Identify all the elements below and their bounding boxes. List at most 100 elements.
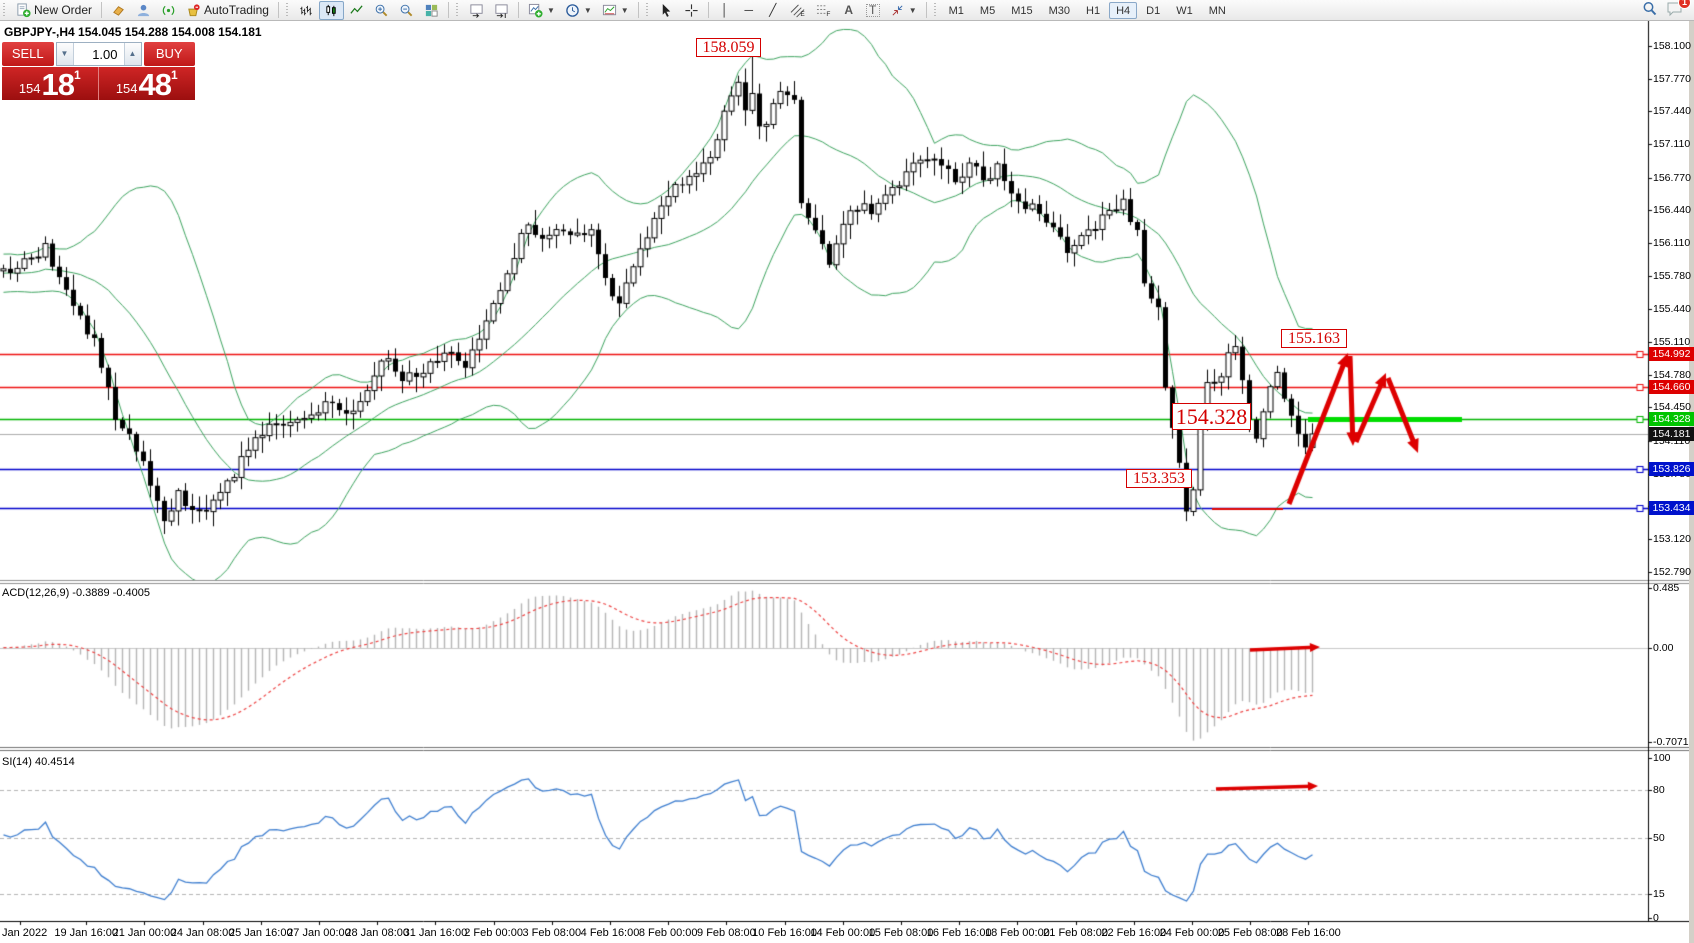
price-tag: 154.660 [1649, 379, 1694, 394]
volume-input[interactable] [73, 43, 124, 65]
timeframe-m5[interactable]: M5 [979, 4, 996, 17]
timeframe-m30[interactable]: M30 [1048, 4, 1071, 17]
templates-button[interactable]: ▼ [597, 1, 634, 20]
price-tag: 153.826 [1649, 462, 1694, 477]
sell-price[interactable]: 154 18 1 [2, 67, 99, 100]
horizontal-line-icon: ─ [744, 3, 753, 17]
price-callout-label[interactable]: 155.163 [1281, 329, 1347, 348]
buy-price[interactable]: 154 48 1 [99, 67, 196, 100]
crosshair-icon [684, 3, 699, 18]
text-tool[interactable]: A [837, 1, 861, 20]
toolbar-grip[interactable] [455, 2, 461, 18]
buy-button[interactable]: BUY [143, 42, 195, 66]
time-axis-label: 31 Jan 16:00 [403, 927, 468, 939]
equidistant-channel-tool[interactable]: E [785, 1, 811, 20]
time-axis-label: 28 Feb 16:00 [1275, 927, 1341, 939]
price-callout-label[interactable]: 158.059 [696, 38, 761, 57]
profile-button[interactable] [131, 1, 156, 20]
styler-button[interactable] [106, 1, 131, 20]
new-order-button[interactable]: New Order [11, 1, 97, 20]
time-axis-label: 24 Feb 00:00 [1159, 927, 1225, 939]
bar-chart-button[interactable] [294, 1, 319, 20]
macd-axis-tick: -0.7071 [1653, 735, 1689, 748]
rsi-axis-tick: 80 [1653, 784, 1665, 796]
time-axis-label: 24 Jan 08:00 [170, 927, 235, 939]
chevron-down-icon: ▼ [908, 5, 917, 15]
time-axis-label: 19 Jan 16:00 [54, 927, 118, 939]
toolbar-grip[interactable] [933, 2, 939, 18]
time-axis-label: 22 Feb 16:00 [1101, 927, 1167, 939]
y-axis-tick: 155.440 [1653, 303, 1691, 316]
volume-decrease-button[interactable]: ▼ [56, 43, 74, 65]
timeframe-w1[interactable]: W1 [1176, 4, 1193, 17]
chevron-down-icon: ▼ [546, 5, 555, 15]
fibonacci-icon: F [816, 3, 832, 18]
periods-button[interactable]: ▼ [560, 1, 597, 20]
price-callout-label[interactable]: 153.353 [1126, 469, 1192, 488]
price-tag: 154.328 [1649, 412, 1694, 427]
timeframe-mn[interactable]: MN [1208, 4, 1226, 17]
y-axis-tick: 152.790 [1653, 565, 1691, 578]
y-axis-tick: 157.440 [1653, 105, 1691, 118]
time-axis-label: 15 Feb 08:00 [868, 927, 934, 939]
time-axis-label: 8 Feb 00:00 [638, 927, 698, 939]
autotrading-icon [186, 3, 201, 18]
crosshair-button[interactable] [679, 1, 704, 20]
signals-button[interactable] [156, 1, 181, 20]
y-axis-tick: 158.100 [1653, 40, 1691, 52]
y-axis-tick: 156.440 [1653, 204, 1691, 217]
arrows-tool[interactable]: ▼ [885, 1, 922, 20]
arrows-icon [890, 3, 905, 18]
zoom-in-button[interactable] [369, 1, 394, 20]
y-axis-tick: 153.120 [1653, 533, 1691, 546]
timeframe-m15[interactable]: M15 [1011, 4, 1033, 17]
cursor-button[interactable] [654, 1, 679, 20]
price-callout-label[interactable]: 154.328 [1172, 403, 1251, 430]
search-icon[interactable] [1642, 1, 1658, 20]
zoom-out-button[interactable] [394, 1, 419, 20]
time-axis-label: 21 Jan 00:00 [112, 927, 177, 939]
autotrading-button[interactable]: AutoTrading [181, 1, 274, 20]
sell-price-big: 18 [41, 67, 75, 102]
trendline-tool[interactable]: ╱ [761, 1, 785, 20]
price-tag: 154.992 [1649, 346, 1694, 361]
line-chart-button[interactable] [344, 1, 369, 20]
chart-shift-icon [494, 3, 509, 18]
notification-badge: 1 [1678, 0, 1691, 9]
timeframe-h1[interactable]: H1 [1086, 4, 1101, 17]
indicators-button[interactable]: ▼ [523, 1, 560, 20]
y-axis-tick: 155.780 [1653, 269, 1691, 282]
signal-icon [161, 3, 176, 18]
timeframe-m1[interactable]: M1 [948, 4, 964, 17]
volume-box: ▼ ▲ [55, 42, 142, 66]
horizontal-line-tool[interactable]: ─ [737, 1, 761, 20]
y-axis-tick: 156.110 [1653, 237, 1691, 249]
window-edge [1689, 21, 1694, 943]
candlestick-chart-button[interactable] [318, 0, 344, 20]
sell-button[interactable]: SELL [2, 42, 54, 66]
top-toolbar: New Order AutoTrading [0, 0, 1694, 21]
chevron-down-icon: ▼ [583, 5, 592, 15]
toolbar-grip[interactable] [3, 2, 8, 18]
vertical-line-tool[interactable]: │ [713, 1, 737, 20]
toolbar-grip[interactable] [285, 2, 291, 18]
timeframe-h4[interactable]: H4 [1109, 1, 1138, 19]
toolbar-grip[interactable] [645, 2, 651, 18]
volume-increase-button[interactable]: ▲ [123, 43, 141, 65]
svg-text:F: F [826, 11, 830, 18]
symbol-ohlc-header: GBPJPY-,H4 154.045 154.288 154.008 154.1… [4, 25, 262, 39]
fibonacci-tool[interactable]: F [811, 1, 837, 20]
templates-icon [602, 3, 617, 18]
macd-axis-tick: 0.00 [1653, 642, 1674, 654]
timeframe-d1[interactable]: D1 [1146, 4, 1161, 17]
main-chart-canvas[interactable] [0, 21, 1694, 943]
tile-windows-icon [424, 3, 439, 18]
rsi-axis-tick: 15 [1653, 888, 1665, 900]
tile-windows-button[interactable] [419, 1, 444, 20]
notifications-button[interactable]: 1 [1666, 0, 1691, 20]
text-label-tool[interactable]: T [861, 1, 885, 20]
trendline-icon: ╱ [769, 3, 777, 17]
auto-scroll-button[interactable] [464, 1, 489, 20]
chart-shift-button[interactable] [489, 1, 514, 20]
vertical-line-icon: │ [720, 3, 729, 17]
